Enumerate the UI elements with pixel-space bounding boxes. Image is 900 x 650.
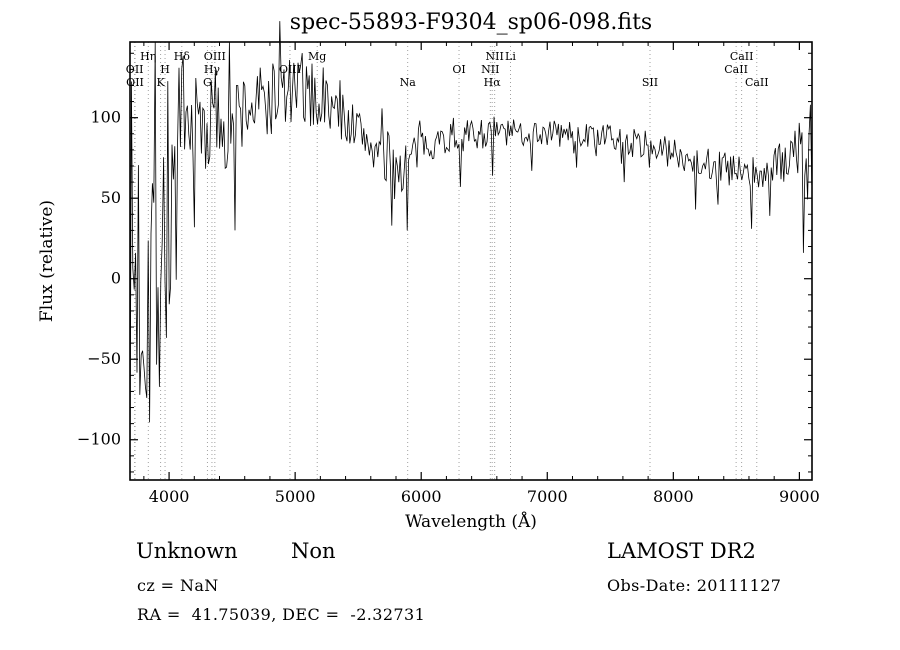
- y-tick-label: 50: [101, 188, 121, 207]
- spectral-line-label: NII: [486, 50, 504, 63]
- classification-secondary: Non: [291, 539, 336, 563]
- spectral-line-label: Li: [505, 50, 516, 63]
- x-tick-label: 8000: [653, 487, 694, 506]
- y-tick-label: −100: [77, 430, 121, 449]
- survey-label: LAMOST DR2: [607, 539, 756, 563]
- x-tick-label: 9000: [779, 487, 820, 506]
- spectral-line-label: Hγ: [204, 63, 221, 76]
- coordinates: RA = 41.75039, DEC = -2.32731: [137, 605, 426, 624]
- spectral-line-label: Hη: [140, 50, 156, 63]
- plot-title: spec-55893-F9304_sp06-098.fits: [289, 10, 653, 35]
- spectral-line-label: K: [157, 76, 166, 89]
- spectral-line-label: Mg: [308, 50, 326, 63]
- spectral-line-label: G: [203, 76, 212, 89]
- spectral-line-label: OI: [452, 63, 465, 76]
- spectral-line-label: NII: [481, 63, 499, 76]
- spectral-line-label: Na: [400, 76, 417, 89]
- y-tick-label: 0: [111, 269, 121, 288]
- spectral-line-label: H: [160, 63, 170, 76]
- spectral-line-label: OIII: [204, 50, 226, 63]
- x-tick-label: 4000: [149, 487, 190, 506]
- plot-frame: [129, 41, 813, 481]
- classification-primary: Unknown: [136, 539, 238, 563]
- spectral-line-label: OII: [126, 76, 144, 89]
- y-axis-label: Flux (relative): [37, 200, 57, 322]
- spectral-line-label: SII: [642, 76, 658, 89]
- y-tick-label: −50: [87, 349, 121, 368]
- spectral-line-label: CaII: [730, 50, 754, 63]
- spectrum-trace: [129, 21, 813, 481]
- x-tick-label: 7000: [527, 487, 568, 506]
- x-axis-label: Wavelength (Å): [405, 511, 537, 532]
- spectral-line-label: CaII: [724, 63, 748, 76]
- x-tick-label: 5000: [275, 487, 316, 506]
- y-tick-label: 100: [90, 108, 121, 127]
- spectral-line-label: Hα: [484, 76, 502, 89]
- x-tick-label: 6000: [401, 487, 442, 506]
- spectral-line-label: Hδ: [174, 50, 191, 63]
- spectral-line-label: OII: [126, 63, 144, 76]
- cz-value: cz = NaN: [137, 576, 219, 595]
- obs-date: Obs-Date: 20111127: [607, 576, 782, 595]
- spectral-line-label: CaII: [745, 76, 769, 89]
